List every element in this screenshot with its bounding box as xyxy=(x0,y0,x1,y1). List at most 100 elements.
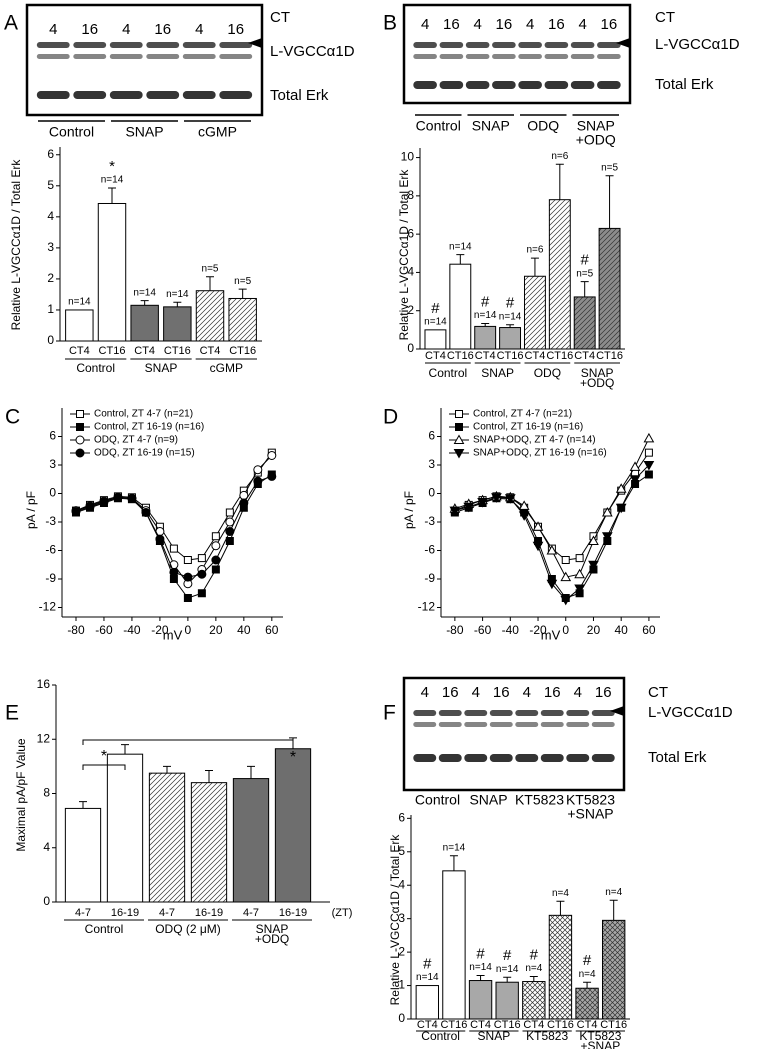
bar xyxy=(474,325,497,350)
group-label: Control xyxy=(415,792,460,808)
significance-mark: * xyxy=(109,158,115,175)
blot-header: CT xyxy=(270,9,290,26)
blot-band xyxy=(464,710,488,716)
group-label: +ODQ xyxy=(255,932,289,946)
group-label: Control xyxy=(429,366,468,380)
n-label: n=5 xyxy=(576,268,593,279)
blot-band xyxy=(566,722,590,727)
significance-mark: # xyxy=(476,945,485,962)
error-bar xyxy=(121,744,129,755)
y-tick-label: 16 xyxy=(37,677,51,691)
error-bar xyxy=(456,254,465,265)
data-point xyxy=(644,448,653,457)
y-tick-label: 8 xyxy=(407,188,414,202)
group-label: SNAP xyxy=(256,922,289,936)
bar xyxy=(163,306,192,342)
group-label: +SNAP xyxy=(567,806,613,822)
n-label: n=14 xyxy=(499,311,522,322)
legend-label: ODQ, ZT 16-19 (n=15) xyxy=(94,448,195,459)
blot-band xyxy=(518,81,542,89)
error-bar xyxy=(503,976,512,983)
blot-band xyxy=(597,54,621,59)
data-point xyxy=(85,502,95,512)
x-tick-label: CT16 xyxy=(600,1019,627,1031)
group-label: SNAP xyxy=(577,118,615,134)
blot-band xyxy=(597,81,621,89)
bar xyxy=(190,782,228,903)
data-point xyxy=(574,584,585,595)
x-tick-label: 0 xyxy=(185,623,192,637)
data-point xyxy=(225,508,234,517)
blot-band xyxy=(73,91,107,99)
bar xyxy=(575,987,599,1020)
y-tick-label: -6 xyxy=(424,543,435,557)
x-tick-label: -40 xyxy=(502,623,520,637)
y-tick-label: 4 xyxy=(407,265,414,279)
panel-letter: D xyxy=(383,406,398,429)
group-label: Control xyxy=(76,361,115,375)
lane-label: 4 xyxy=(122,21,130,38)
significance-mark: # xyxy=(530,946,539,963)
blot-band xyxy=(492,81,516,89)
n-label: n=14 xyxy=(424,316,447,327)
error-bar xyxy=(506,324,515,328)
blot-row-label: Total Erk xyxy=(655,76,714,93)
blot-row-label: Total Erk xyxy=(270,87,329,104)
blot-band xyxy=(544,54,569,59)
n-label: n=14 xyxy=(133,287,156,298)
y-axis-label: Relative L-VGCCα1D / Total Erk xyxy=(388,834,402,1006)
data-point xyxy=(532,521,544,531)
bar xyxy=(573,296,596,350)
y-tick-label: 3 xyxy=(47,240,54,254)
bar xyxy=(148,772,186,903)
legend-marker xyxy=(76,423,84,431)
lane-label: 4 xyxy=(421,16,429,33)
blot-band xyxy=(591,710,615,716)
band-arrow xyxy=(616,38,630,48)
y-tick-label: 12 xyxy=(37,731,51,745)
significance-mark: # xyxy=(503,947,512,964)
blot-band xyxy=(413,54,437,59)
y-tick-label: 4 xyxy=(47,209,54,223)
group-label: KT5823 xyxy=(579,1029,621,1043)
y-axis-label: Maximal pA/pF Value xyxy=(14,738,28,851)
data-point xyxy=(629,475,641,485)
blot-band xyxy=(109,91,143,99)
n-label: n=4 xyxy=(552,888,569,899)
bar xyxy=(130,304,159,342)
x-tick-label: 40 xyxy=(615,623,629,637)
band-arrow xyxy=(248,38,262,48)
group-label: cGMP xyxy=(210,361,243,375)
blot-band xyxy=(219,91,253,99)
error-bar xyxy=(529,976,538,982)
y-axis-label: pA / pF xyxy=(24,491,38,529)
blot-band xyxy=(597,42,621,48)
bar xyxy=(65,309,94,342)
bar xyxy=(442,870,466,1020)
group-label: KT5823 xyxy=(526,1029,568,1043)
data-point xyxy=(629,461,641,471)
data-point xyxy=(141,508,151,517)
group-label: +ODQ xyxy=(576,132,616,148)
blot-band xyxy=(146,91,180,99)
y-tick-label: 5 xyxy=(398,844,405,858)
significance-mark: # xyxy=(581,252,590,269)
data-point xyxy=(532,541,544,552)
x-tick-label: CT16 xyxy=(596,350,623,362)
x-tick-label: CT16 xyxy=(164,345,191,357)
x-tick-label: CT16 xyxy=(440,1019,467,1031)
y-tick-label: -12 xyxy=(418,600,436,614)
x-tick-label: 4-7 xyxy=(243,907,259,919)
lane-label: 16 xyxy=(443,16,460,33)
x-tick-label: CT4 xyxy=(417,1019,438,1031)
n-label: n=14 xyxy=(68,297,91,308)
blot-band xyxy=(36,91,70,99)
x-unit: (ZT) xyxy=(332,907,353,919)
data-point xyxy=(211,555,221,565)
blot-band xyxy=(219,54,253,59)
legend-marker xyxy=(453,449,465,459)
blot-band xyxy=(492,42,516,48)
bar xyxy=(548,914,573,1020)
data-point xyxy=(183,572,193,582)
data-point xyxy=(560,595,572,606)
